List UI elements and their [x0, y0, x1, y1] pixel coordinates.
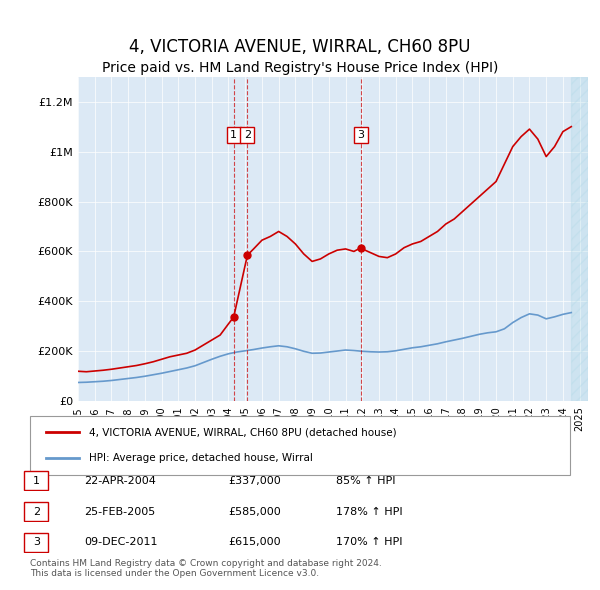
FancyBboxPatch shape — [24, 502, 49, 521]
Text: 2: 2 — [33, 507, 40, 516]
Text: 22-APR-2004: 22-APR-2004 — [84, 476, 156, 486]
Text: 3: 3 — [33, 537, 40, 547]
Text: 2: 2 — [244, 130, 251, 140]
Text: £337,000: £337,000 — [228, 476, 281, 486]
Text: £585,000: £585,000 — [228, 507, 281, 516]
FancyBboxPatch shape — [24, 471, 49, 490]
Text: £615,000: £615,000 — [228, 537, 281, 547]
Text: Price paid vs. HM Land Registry's House Price Index (HPI): Price paid vs. HM Land Registry's House … — [102, 61, 498, 75]
Text: 85% ↑ HPI: 85% ↑ HPI — [336, 476, 395, 486]
FancyBboxPatch shape — [24, 533, 49, 552]
Text: 1: 1 — [33, 476, 40, 486]
FancyBboxPatch shape — [30, 416, 570, 475]
Bar — [571, 77, 588, 401]
Text: 178% ↑ HPI: 178% ↑ HPI — [336, 507, 403, 516]
Text: 25-FEB-2005: 25-FEB-2005 — [84, 507, 155, 516]
Text: 4, VICTORIA AVENUE, WIRRAL, CH60 8PU (detached house): 4, VICTORIA AVENUE, WIRRAL, CH60 8PU (de… — [89, 428, 397, 437]
Text: Contains HM Land Registry data © Crown copyright and database right 2024.
This d: Contains HM Land Registry data © Crown c… — [30, 559, 382, 578]
Text: 09-DEC-2011: 09-DEC-2011 — [84, 537, 157, 547]
Text: 170% ↑ HPI: 170% ↑ HPI — [336, 537, 403, 547]
Text: 4, VICTORIA AVENUE, WIRRAL, CH60 8PU: 4, VICTORIA AVENUE, WIRRAL, CH60 8PU — [129, 38, 471, 56]
Text: 3: 3 — [358, 130, 364, 140]
Text: 1: 1 — [230, 130, 237, 140]
Text: HPI: Average price, detached house, Wirral: HPI: Average price, detached house, Wirr… — [89, 454, 313, 463]
